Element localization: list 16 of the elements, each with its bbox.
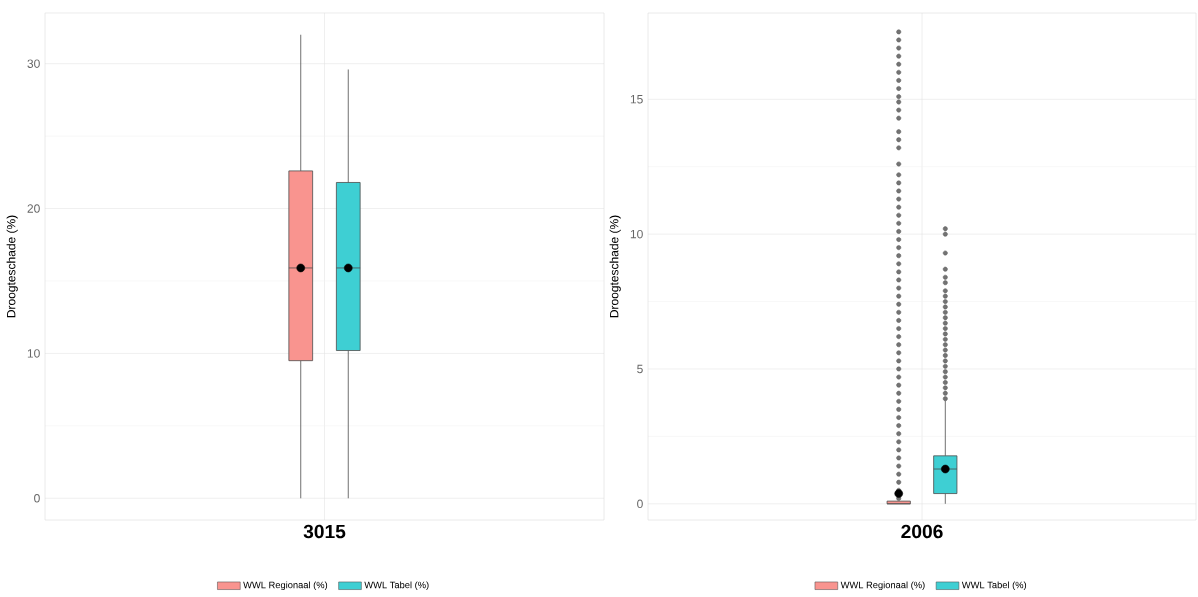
y-tick-label: 5 — [637, 364, 643, 374]
legend-label: WWL Tabel (%) — [364, 581, 429, 591]
y-tick-label: 10 — [27, 349, 40, 358]
y-tick-label: 20 — [27, 204, 40, 213]
y-tick-label: 10 — [630, 229, 643, 239]
y-tick-label: 0 — [34, 494, 40, 503]
y-axis-title: Droogteschade (%) — [6, 215, 18, 318]
y-tick-label: 30 — [27, 59, 40, 68]
y-tick-label: 15 — [630, 95, 643, 104]
x-tick-label: 2006 — [901, 524, 943, 539]
legend-label: WWL Tabel (%) — [961, 581, 1027, 591]
x-tick-label: 3015 — [303, 524, 346, 539]
legend-label: WWL Regionaal (%) — [840, 581, 925, 591]
y-tick-label: 0 — [637, 499, 643, 509]
y-axis-title: Droogteschade (%) — [609, 215, 621, 318]
legend-label: WWL Regionaal (%) — [243, 581, 328, 591]
